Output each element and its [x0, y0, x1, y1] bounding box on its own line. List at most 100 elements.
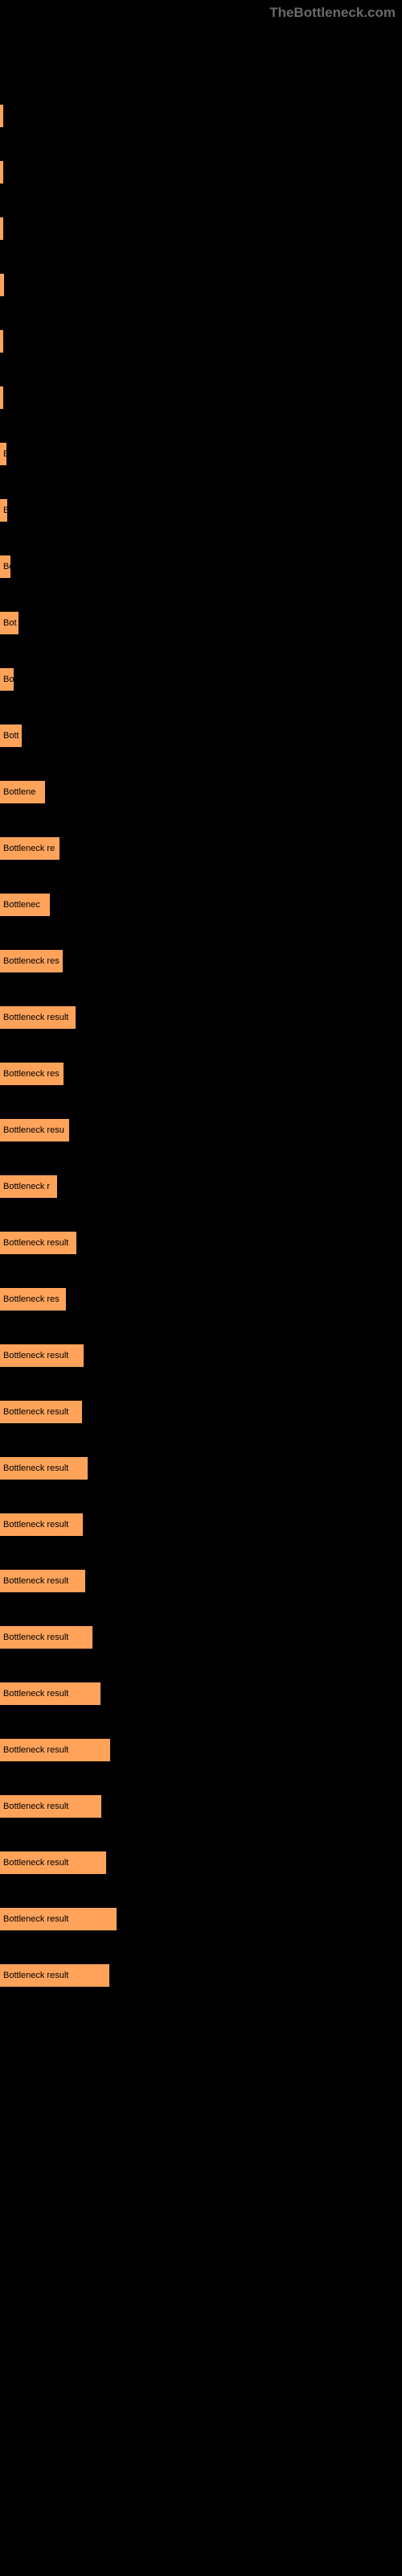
bar-container: Bottlene [0, 781, 402, 803]
bar-container: Bo [0, 555, 402, 578]
bar-container: Bo [0, 668, 402, 691]
bar: Bottleneck res [0, 1063, 64, 1085]
bar: Bottleneck result [0, 1795, 101, 1818]
bar-container: Bottleneck result [0, 1795, 402, 1818]
chart-row: Bottleneck result [0, 1513, 402, 1536]
bar: Bottleneck result [0, 1570, 85, 1592]
chart-row: Bottleneck result [0, 1401, 402, 1423]
chart-row: Bo [0, 555, 402, 578]
chart-row [0, 386, 402, 409]
bar-container: Bottleneck result [0, 1626, 402, 1649]
bar: B [0, 499, 7, 522]
bar-container [0, 330, 402, 353]
bar-container [0, 386, 402, 409]
bar: Bottleneck result [0, 1344, 84, 1367]
bar: Bottleneck result [0, 1739, 110, 1761]
chart-row: Bottleneck resu [0, 1119, 402, 1141]
chart-row: Bot [0, 612, 402, 634]
chart-row: Bottleneck res [0, 950, 402, 972]
bar-container [0, 274, 402, 296]
bar: Bottleneck result [0, 1852, 106, 1874]
chart-row: Bottleneck result [0, 1682, 402, 1705]
bar-container: B [0, 499, 402, 522]
chart-row: Bo [0, 668, 402, 691]
bar: Bottleneck result [0, 1626, 92, 1649]
bar-container: Bott [0, 724, 402, 747]
chart-row: Bottleneck result [0, 1232, 402, 1254]
chart-row: Bottleneck result [0, 1344, 402, 1367]
bar-container [0, 105, 402, 127]
bar: Bottlene [0, 781, 45, 803]
bar: Bo [0, 555, 10, 578]
chart-row: B [0, 443, 402, 465]
chart-row: Bottleneck result [0, 1795, 402, 1818]
bar-container: Bottlenec [0, 894, 402, 916]
chart-row: Bottleneck result [0, 1964, 402, 1987]
chart-row: Bottleneck re [0, 837, 402, 860]
chart-row [0, 161, 402, 184]
bar: Bottleneck result [0, 1908, 117, 1930]
chart-row: Bottlenec [0, 894, 402, 916]
bar: Bottleneck result [0, 1513, 83, 1536]
bar: Bottlenec [0, 894, 50, 916]
bottleneck-bar-chart: B B Bo Bot Bo Bott Bottlene Bottleneck re Bottle… [0, 21, 402, 2037]
bar [0, 330, 3, 353]
bar: Bottleneck result [0, 1401, 82, 1423]
bar-container [0, 161, 402, 184]
watermark: TheBottleneck.com [0, 0, 402, 21]
bar: Bottleneck res [0, 1288, 66, 1311]
bar: Bot [0, 612, 18, 634]
bar [0, 274, 4, 296]
bar-container: Bottleneck r [0, 1175, 402, 1198]
bar-container: Bottleneck re [0, 837, 402, 860]
bar [0, 217, 3, 240]
chart-row: Bottleneck r [0, 1175, 402, 1198]
bar: B [0, 443, 6, 465]
bar-container: Bottleneck result [0, 1852, 402, 1874]
chart-row: Bottleneck result [0, 1457, 402, 1480]
bar: Bottleneck result [0, 1682, 100, 1705]
bar-container: Bottleneck res [0, 1288, 402, 1311]
chart-row [0, 105, 402, 127]
bar-container: Bottleneck res [0, 1063, 402, 1085]
bar-container: Bottleneck resu [0, 1119, 402, 1141]
chart-row: Bottleneck res [0, 1288, 402, 1311]
bar: Bottleneck res [0, 950, 63, 972]
bar-container: B [0, 443, 402, 465]
bar: Bottleneck result [0, 1006, 76, 1029]
bar-container: Bottleneck result [0, 1344, 402, 1367]
bar-container: Bottleneck result [0, 1232, 402, 1254]
chart-row: Bottlene [0, 781, 402, 803]
chart-row: B [0, 499, 402, 522]
chart-row [0, 330, 402, 353]
bar: Bottleneck result [0, 1232, 76, 1254]
bar: Bottleneck result [0, 1964, 109, 1987]
chart-row: Bottleneck result [0, 1626, 402, 1649]
bar [0, 161, 3, 184]
chart-row: Bottleneck result [0, 1852, 402, 1874]
bar: Bo [0, 668, 14, 691]
bar [0, 386, 3, 409]
bar-container: Bottleneck result [0, 1682, 402, 1705]
chart-row: Bottleneck result [0, 1006, 402, 1029]
chart-row: Bottleneck result [0, 1739, 402, 1761]
bar-container: Bottleneck result [0, 1570, 402, 1592]
bar-container: Bot [0, 612, 402, 634]
chart-row: Bottleneck result [0, 1908, 402, 1930]
bar-container: Bottleneck result [0, 1964, 402, 1987]
bar-container: Bottleneck result [0, 1006, 402, 1029]
bar-container: Bottleneck result [0, 1513, 402, 1536]
chart-row: Bottleneck res [0, 1063, 402, 1085]
bar-container: Bottleneck result [0, 1908, 402, 1930]
bar: Bottleneck r [0, 1175, 57, 1198]
bar [0, 105, 3, 127]
chart-row [0, 217, 402, 240]
bar: Bottleneck result [0, 1457, 88, 1480]
bar-container [0, 217, 402, 240]
chart-row: Bottleneck result [0, 1570, 402, 1592]
bar-container: Bottleneck result [0, 1401, 402, 1423]
chart-row [0, 274, 402, 296]
bar-container: Bottleneck result [0, 1457, 402, 1480]
chart-row: Bott [0, 724, 402, 747]
bar-container: Bottleneck res [0, 950, 402, 972]
